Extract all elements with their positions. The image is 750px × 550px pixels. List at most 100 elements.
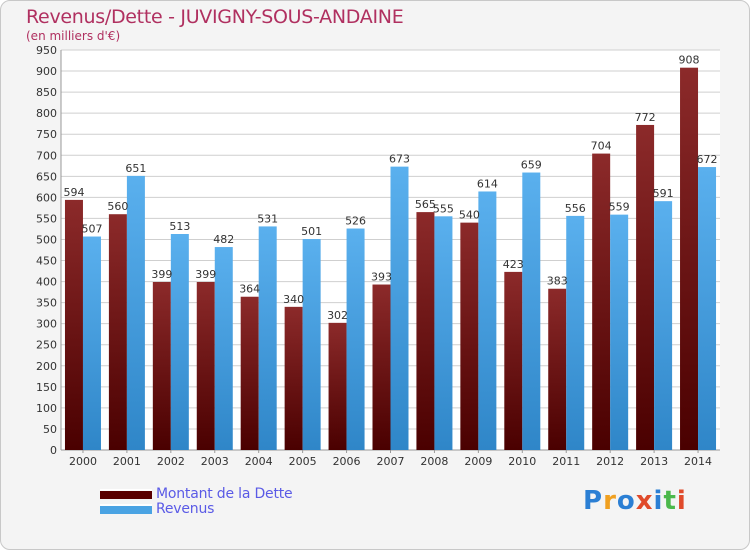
proxiti-logo: Proxiti	[583, 486, 687, 516]
y-tick-label: 750	[36, 128, 57, 141]
x-tick-label: 2001	[113, 455, 141, 468]
logo-letter: i	[676, 486, 687, 516]
data-label-dette: 560	[107, 200, 128, 213]
y-tick-label: 550	[36, 212, 57, 225]
legend: Montant de la Dette Revenus	[100, 485, 293, 517]
bar-revenus	[566, 215, 585, 450]
x-tick-label: 2011	[552, 455, 580, 468]
y-tick-label: 300	[36, 318, 57, 331]
data-label-dette: 594	[63, 186, 84, 199]
bar-dette	[372, 284, 391, 450]
bar-revenus	[126, 175, 145, 451]
data-label-revenus: 672	[697, 153, 718, 166]
data-label-dette: 772	[635, 111, 656, 124]
x-tick-label: 2002	[157, 455, 185, 468]
y-tick-label: 250	[36, 339, 57, 352]
logo-letter: t	[663, 486, 677, 516]
data-label-dette: 399	[151, 268, 172, 281]
legend-item-revenus: Revenus	[100, 500, 292, 517]
x-tick-label: 2000	[69, 455, 97, 468]
bar-revenus	[698, 167, 717, 451]
x-tick-label: 2012	[596, 455, 624, 468]
bar-dette	[240, 296, 259, 450]
logo-letter: P	[583, 486, 604, 516]
y-tick-label: 350	[36, 297, 57, 310]
bar-revenus	[170, 234, 189, 450]
y-tick-label: 900	[36, 65, 57, 78]
x-tick-label: 2014	[684, 455, 712, 468]
y-tick-label: 850	[36, 86, 57, 99]
y-tick-label: 150	[36, 381, 57, 394]
data-label-revenus: 513	[169, 220, 190, 233]
data-label-dette: 393	[371, 271, 392, 284]
data-label-revenus: 507	[81, 223, 102, 236]
bar-dette	[680, 67, 699, 451]
x-tick-label: 2008	[420, 455, 448, 468]
data-label-revenus: 659	[521, 159, 542, 172]
legend-label-dette: Montant de la Dette	[156, 485, 293, 502]
bar-dette	[460, 222, 479, 450]
y-tick-label: 650	[36, 170, 57, 183]
data-label-revenus: 501	[301, 225, 322, 238]
data-label-dette: 704	[591, 140, 612, 153]
bar-dette	[328, 322, 347, 450]
data-label-dette: 399	[195, 268, 216, 281]
bar-dette	[416, 212, 435, 450]
y-tick-label: 200	[36, 360, 57, 373]
x-tick-label: 2004	[245, 455, 273, 468]
x-tick-label: 2013	[640, 455, 668, 468]
y-tick-label: 0	[50, 444, 57, 457]
logo-letter: o	[616, 486, 636, 516]
x-tick-label: 2003	[201, 455, 229, 468]
data-label-dette: 364	[239, 283, 260, 296]
data-label-dette: 565	[415, 198, 436, 211]
data-label-revenus: 555	[433, 202, 454, 215]
data-label-revenus: 556	[565, 202, 586, 215]
y-tick-label: 800	[36, 107, 57, 120]
x-tick-label: 2010	[508, 455, 536, 468]
y-tick-label: 50	[43, 423, 57, 436]
legend-label-revenus: Revenus	[156, 500, 215, 517]
data-label-dette: 302	[327, 309, 348, 322]
data-label-revenus: 559	[609, 201, 630, 214]
y-tick-label: 700	[36, 149, 57, 162]
x-tick-label: 2007	[377, 455, 405, 468]
data-label-revenus: 482	[213, 233, 234, 246]
legend-swatch-revenus	[100, 503, 152, 514]
data-label-dette: 540	[459, 209, 480, 222]
x-tick-label: 2009	[464, 455, 492, 468]
data-label-revenus: 614	[477, 177, 498, 190]
bar-dette	[548, 288, 567, 450]
y-tick-label: 100	[36, 402, 57, 415]
bar-dette	[592, 153, 611, 450]
bar-dette	[636, 124, 655, 451]
y-tick-label: 950	[36, 44, 57, 57]
bar-revenus	[302, 239, 321, 450]
bar-revenus	[82, 236, 101, 450]
legend-swatch-dette	[100, 488, 152, 499]
bar-dette	[64, 199, 83, 450]
bar-dette	[108, 214, 127, 450]
logo-letter: r	[603, 486, 617, 516]
bar-dette	[504, 271, 523, 450]
bar-revenus	[478, 191, 497, 450]
data-label-dette: 340	[283, 293, 304, 306]
data-label-revenus: 591	[653, 187, 674, 200]
chart-subtitle: (en milliers d'€)	[26, 29, 121, 43]
bar-revenus	[214, 247, 233, 450]
logo-letter: x	[635, 486, 654, 516]
bar-revenus	[610, 214, 629, 450]
data-label-revenus: 651	[125, 162, 146, 175]
chart-title: Revenus/Dette - JUVIGNY-SOUS-ANDAINE	[26, 6, 404, 28]
y-tick-label: 600	[36, 191, 57, 204]
bar-revenus	[434, 216, 453, 450]
data-label-revenus: 673	[389, 153, 410, 166]
x-tick-label: 2006	[333, 455, 361, 468]
data-label-dette: 383	[547, 275, 568, 288]
bar-dette	[284, 306, 303, 450]
bar-revenus	[654, 201, 673, 450]
bar-revenus	[522, 172, 541, 451]
legend-item-dette: Montant de la Dette	[100, 485, 293, 502]
data-label-revenus: 526	[345, 215, 366, 228]
